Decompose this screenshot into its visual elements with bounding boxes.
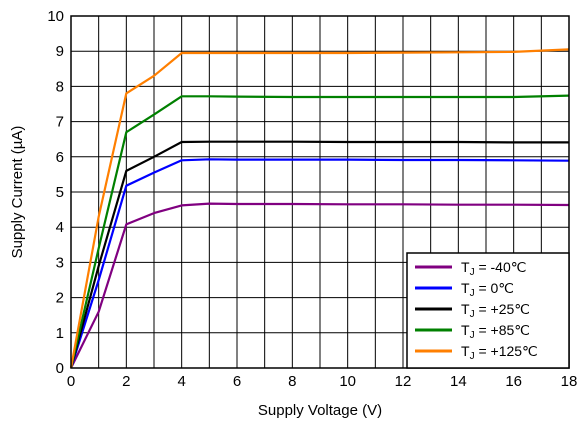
x-tick-label: 8 (288, 373, 296, 390)
legend-label-4: TJ = +125℃ (461, 343, 538, 362)
y-tick-label: 6 (56, 149, 64, 166)
x-tick-label: 6 (233, 373, 241, 390)
series-line-1 (69, 158, 570, 369)
x-tick-label: 12 (395, 373, 412, 390)
y-tick-label: 0 (56, 360, 64, 377)
y-tick-label: 4 (56, 219, 64, 236)
x-tick-label: 4 (177, 373, 185, 390)
series-lines (69, 48, 570, 369)
y-tick-label: 1 (56, 325, 64, 342)
x-tick-label: 18 (561, 373, 578, 390)
y-tick-label: 8 (56, 78, 64, 95)
y-tick-label: 7 (56, 114, 64, 131)
x-tick-label: 14 (450, 373, 467, 390)
x-axis-title: Supply Voltage (V) (258, 402, 382, 419)
x-tick-label: 10 (339, 373, 356, 390)
series-line-2 (69, 140, 569, 369)
x-tick-label: 0 (67, 373, 75, 390)
plot-frame (70, 15, 570, 369)
x-tick-label: 16 (505, 373, 522, 390)
legend-label-1: TJ = 0℃ (461, 280, 514, 299)
y-tick-label: 9 (56, 43, 64, 60)
legend-label-0: TJ = -40℃ (461, 259, 526, 278)
y-tick-label: 3 (56, 254, 64, 271)
series-line-3 (69, 94, 570, 369)
y-tick-label: 5 (56, 184, 64, 201)
series-line-4 (69, 48, 570, 369)
y-tick-label: 10 (47, 8, 64, 25)
y-tick-label: 2 (56, 290, 64, 307)
series-line-0 (70, 202, 570, 369)
legend: TJ = -40℃ TJ = 0℃ TJ = +25℃ TJ = +85℃ TJ = +… (406, 252, 570, 369)
legend-label-2: TJ = +25℃ (461, 301, 530, 320)
x-tick-label: 2 (122, 373, 130, 390)
y-axis-title: Supply Current (µA) (9, 126, 26, 259)
x-tick-labels: 0 2 4 6 8 10 12 14 16 18 (67, 373, 578, 390)
legend-label-3: TJ = +85℃ (461, 322, 530, 341)
y-tick-labels: 0 1 2 3 4 5 6 7 8 9 10 (47, 8, 64, 377)
